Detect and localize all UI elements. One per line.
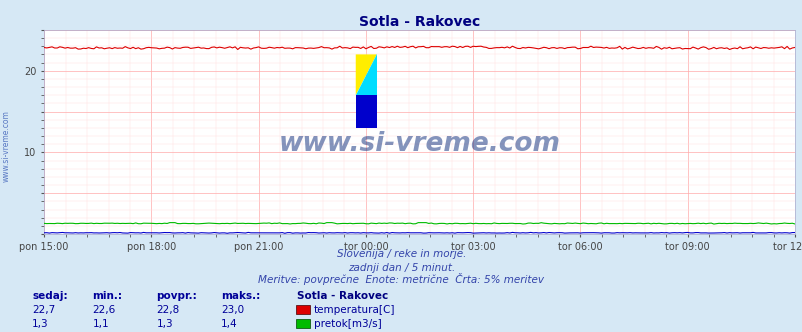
Title: Sotla - Rakovec: Sotla - Rakovec [358, 15, 480, 29]
Text: www.si-vreme.com: www.si-vreme.com [2, 110, 11, 182]
Text: povpr.:: povpr.: [156, 291, 197, 301]
Text: 1,1: 1,1 [92, 319, 109, 329]
Text: Slovenija / reke in morje.: Slovenija / reke in morje. [336, 249, 466, 259]
Text: zadnji dan / 5 minut.: zadnji dan / 5 minut. [347, 263, 455, 273]
Text: 1,3: 1,3 [156, 319, 173, 329]
Text: 23,0: 23,0 [221, 305, 244, 315]
Text: temperatura[C]: temperatura[C] [314, 305, 395, 315]
Text: min.:: min.: [92, 291, 122, 301]
Text: 22,7: 22,7 [32, 305, 55, 315]
Text: 1,4: 1,4 [221, 319, 237, 329]
Text: Meritve: povprečne  Enote: metrične  Črta: 5% meritev: Meritve: povprečne Enote: metrične Črta:… [258, 273, 544, 285]
Text: 1,3: 1,3 [32, 319, 49, 329]
Text: 22,6: 22,6 [92, 305, 115, 315]
Polygon shape [355, 54, 376, 95]
Text: pretok[m3/s]: pretok[m3/s] [314, 319, 381, 329]
Text: sedaj:: sedaj: [32, 291, 67, 301]
Text: Sotla - Rakovec: Sotla - Rakovec [297, 291, 388, 301]
Text: www.si-vreme.com: www.si-vreme.com [278, 131, 560, 157]
Text: 22,8: 22,8 [156, 305, 180, 315]
Polygon shape [355, 95, 376, 128]
Text: maks.:: maks.: [221, 291, 260, 301]
Polygon shape [355, 54, 376, 95]
